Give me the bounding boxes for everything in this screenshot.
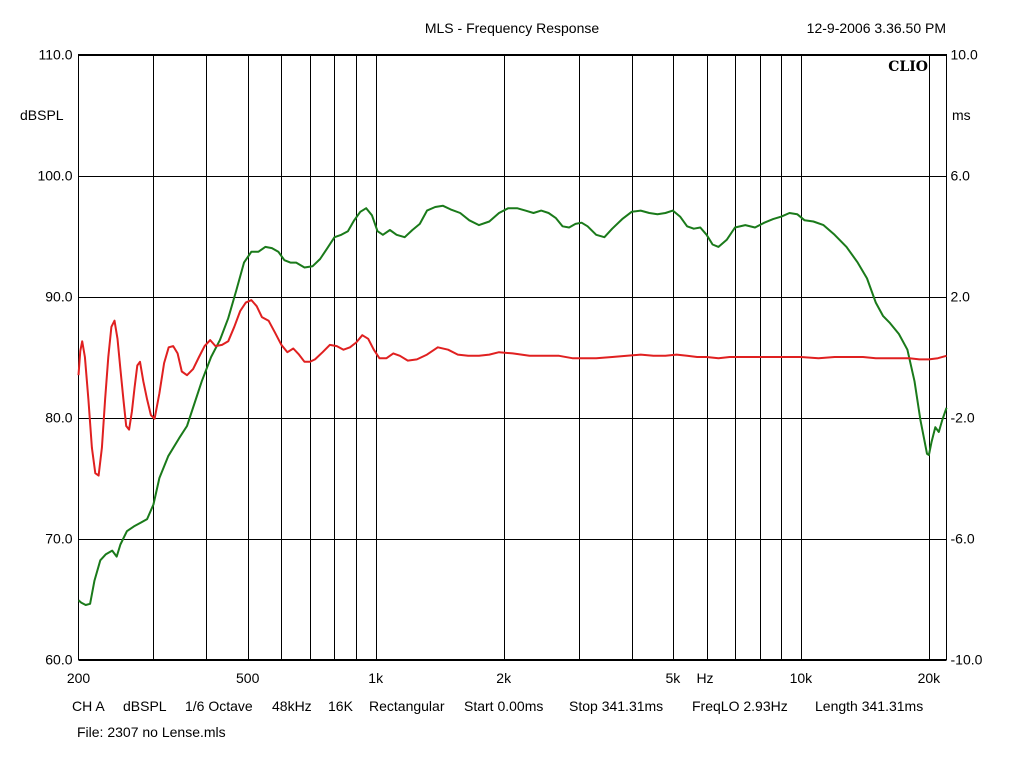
y-tick-label: 70.0 xyxy=(45,531,72,547)
series-line-red xyxy=(77,299,947,477)
y2-tick-label: -6.0 xyxy=(951,531,975,547)
settings-smoothing: 1/6 Octave xyxy=(185,698,253,714)
settings-freqlo: FreqLO 2.93Hz xyxy=(692,698,788,714)
right-axis-label: ms xyxy=(952,107,971,123)
plot-frame xyxy=(78,54,947,660)
series-line-green xyxy=(77,204,948,606)
settings-sample-rate: 48kHz xyxy=(272,698,312,714)
settings-stop: Stop 341.31ms xyxy=(569,698,663,714)
settings-channel: CH A xyxy=(72,698,105,714)
x-tick-label: 500 xyxy=(236,670,260,686)
y2-tick-label: 2.0 xyxy=(951,289,971,305)
y2-tick-label: -2.0 xyxy=(951,410,975,426)
right-axis-ticks: 10.0 6.0 2.0 -2.0 -6.0 -10.0 xyxy=(951,47,983,668)
settings-mls-size: 16K xyxy=(328,698,354,714)
x-axis-label: Hz xyxy=(696,670,713,686)
x-tick-label: 200 xyxy=(67,670,91,686)
y2-tick-label: 6.0 xyxy=(951,168,971,184)
file-name: File: 2307 no Lense.mls xyxy=(77,724,226,740)
x-tick-label: 20k xyxy=(918,670,942,686)
y2-tick-label: -10.0 xyxy=(951,652,983,668)
settings-start: Start 0.00ms xyxy=(464,698,543,714)
x-tick-label: 2k xyxy=(496,670,512,686)
settings-window: Rectangular xyxy=(369,698,445,714)
timestamp: 12-9-2006 3.36.50 PM xyxy=(807,20,946,36)
x-tick-label: 1k xyxy=(368,670,384,686)
y2-tick-label: 10.0 xyxy=(951,47,978,63)
y-axis-label: dBSPL xyxy=(20,107,64,123)
y-tick-label: 60.0 xyxy=(45,652,72,668)
x-tick-label: 10k xyxy=(790,670,814,686)
x-tick-label: 5k xyxy=(666,670,682,686)
series-layer xyxy=(77,204,948,606)
left-axis-ticks: 110.0 100.0 90.0 80.0 70.0 60.0 xyxy=(37,47,72,668)
y-tick-label: 80.0 xyxy=(45,410,72,426)
x-axis-ticks: 200 500 1k 2k 5k 10k 20k xyxy=(67,670,941,686)
chart-title: MLS - Frequency Response xyxy=(425,20,600,36)
y-tick-label: 90.0 xyxy=(45,289,72,305)
settings-units: dBSPL xyxy=(123,698,167,714)
y-gridlines xyxy=(78,55,947,661)
y-tick-label: 110.0 xyxy=(39,47,73,63)
clio-brand-logo: CLIO xyxy=(888,59,928,75)
measurement-settings: CH A dBSPL 1/6 Octave 48kHz 16K Rectangular St… xyxy=(72,698,923,714)
y-tick-label: 100.0 xyxy=(37,168,72,184)
settings-length: Length 341.31ms xyxy=(815,698,923,714)
